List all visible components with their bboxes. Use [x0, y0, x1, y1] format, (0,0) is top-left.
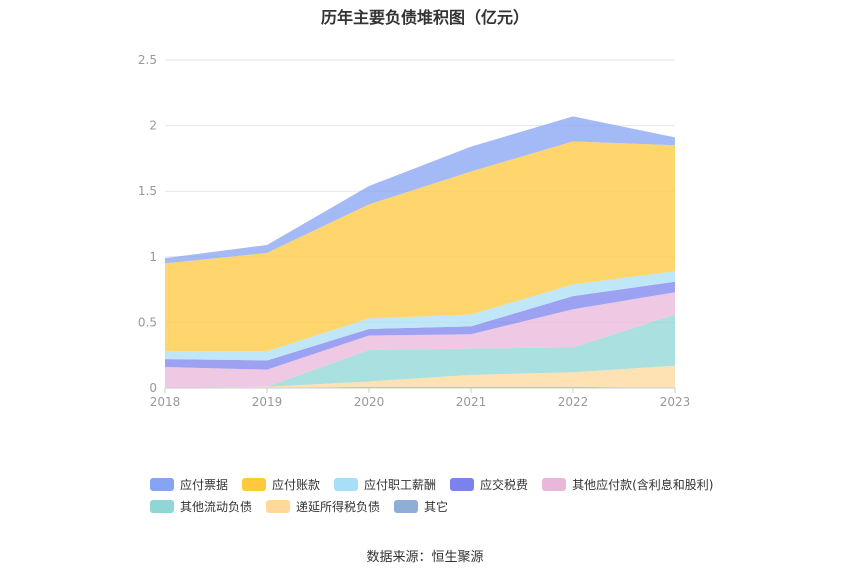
area-series-6 [165, 141, 675, 352]
legend-swatch [394, 499, 419, 513]
legend-swatch [542, 477, 567, 491]
legend-swatch [150, 499, 174, 513]
legend-swatch [266, 499, 291, 513]
y-tick-label: 0.5 [138, 315, 157, 329]
area-series-4 [165, 281, 675, 370]
legend-label: 其他应付款(含利息和股利) [572, 477, 714, 492]
area-series-5 [165, 271, 675, 361]
area-series [165, 116, 675, 388]
area-series-2 [165, 314, 675, 388]
legend-item[interactable]: 应交税费 [450, 473, 528, 495]
y-tick-label: 1 [149, 250, 157, 264]
legend-label: 其它 [424, 499, 449, 514]
legend-swatch [334, 477, 359, 491]
legend-label: 应付票据 [180, 477, 229, 492]
legend-item[interactable]: 应付账款 [242, 473, 320, 495]
axes: 0 0.5 1 1.5 2 2.5 2018 2019 2020 2021 2022 2023 [138, 53, 690, 409]
x-tick-label: 2022 [558, 395, 589, 409]
y-tick-label: 2.5 [138, 53, 157, 67]
legend: 应付票据 应付账款 应付职工薪酬 应交税费 其他应付款(含利息和股利) 其他流动负债 递延所… [150, 473, 750, 517]
x-tick-label: 2023 [660, 395, 691, 409]
legend-label: 递延所得税负债 [296, 499, 381, 514]
x-tick-label: 2018 [150, 395, 181, 409]
legend-label: 应交税费 [480, 477, 529, 492]
y-tick-label: 0 [149, 381, 157, 395]
chart-title: 历年主要负债堆积图（亿元） [320, 8, 529, 27]
legend-swatch [242, 477, 267, 491]
area-series-1 [165, 365, 675, 388]
legend-label: 应付职工薪酬 [364, 477, 437, 492]
legend-item[interactable]: 递延所得税负债 [266, 495, 380, 517]
legend-item[interactable]: 应付票据 [150, 473, 228, 495]
area-series-7 [165, 116, 675, 264]
y-tick-label: 2 [149, 119, 157, 133]
y-tick-label: 1.5 [138, 184, 157, 198]
legend-label: 应付账款 [272, 477, 321, 492]
x-tick-label: 2019 [252, 395, 283, 409]
legend-label: 其他流动负债 [180, 499, 253, 514]
legend-swatch [150, 477, 174, 491]
data-source-note: 数据来源：恒生聚源 [366, 550, 484, 565]
legend-swatch [450, 477, 475, 491]
area-series-3 [165, 292, 675, 388]
legend-item[interactable]: 应付职工薪酬 [334, 473, 436, 495]
x-tick-label: 2020 [354, 395, 385, 409]
legend-item[interactable]: 其他应付款(含利息和股利) [542, 473, 713, 495]
legend-item[interactable]: 其它 [394, 495, 448, 517]
x-tick-label: 2021 [456, 395, 487, 409]
legend-item[interactable]: 其他流动负债 [150, 495, 252, 517]
